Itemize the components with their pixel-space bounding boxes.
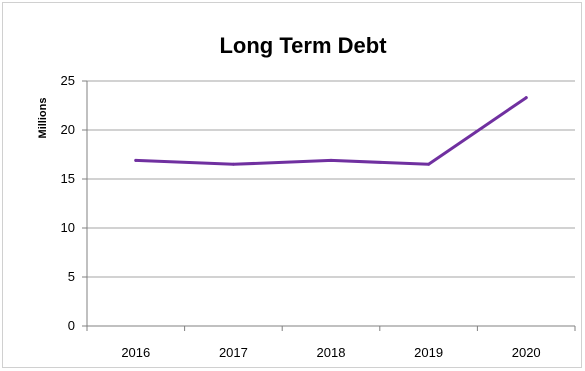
chart-frame [2,2,582,368]
y-tick-label: 20 [61,122,75,137]
y-tick-label: 15 [61,171,75,186]
data-point-2016 [134,158,138,162]
x-tick-labels: 2016 2017 2018 2019 2020 [121,345,540,360]
data-point-2019 [427,162,431,166]
x-tick-label: 2019 [414,345,443,360]
axes [82,80,576,331]
y-tick-label: 5 [68,269,75,284]
x-tick-label: 2016 [121,345,150,360]
chart-title: Long Term Debt [219,33,387,58]
y-tick-label: 10 [61,220,75,235]
y-tick-label: 25 [61,73,75,88]
series-line-0 [134,96,528,166]
x-tick-label: 2018 [317,345,346,360]
y-tick-labels: 0 5 10 15 20 25 [61,73,75,333]
x-tick-label: 2020 [512,345,541,360]
data-point-2020 [524,96,528,100]
gridlines [87,80,575,278]
y-axis-title: Millions [37,98,49,139]
y-tick-label: 0 [68,318,75,333]
x-tick-label: 2017 [219,345,248,360]
data-point-2018 [329,158,333,162]
data-point-2017 [231,162,235,166]
series-group [134,96,528,166]
